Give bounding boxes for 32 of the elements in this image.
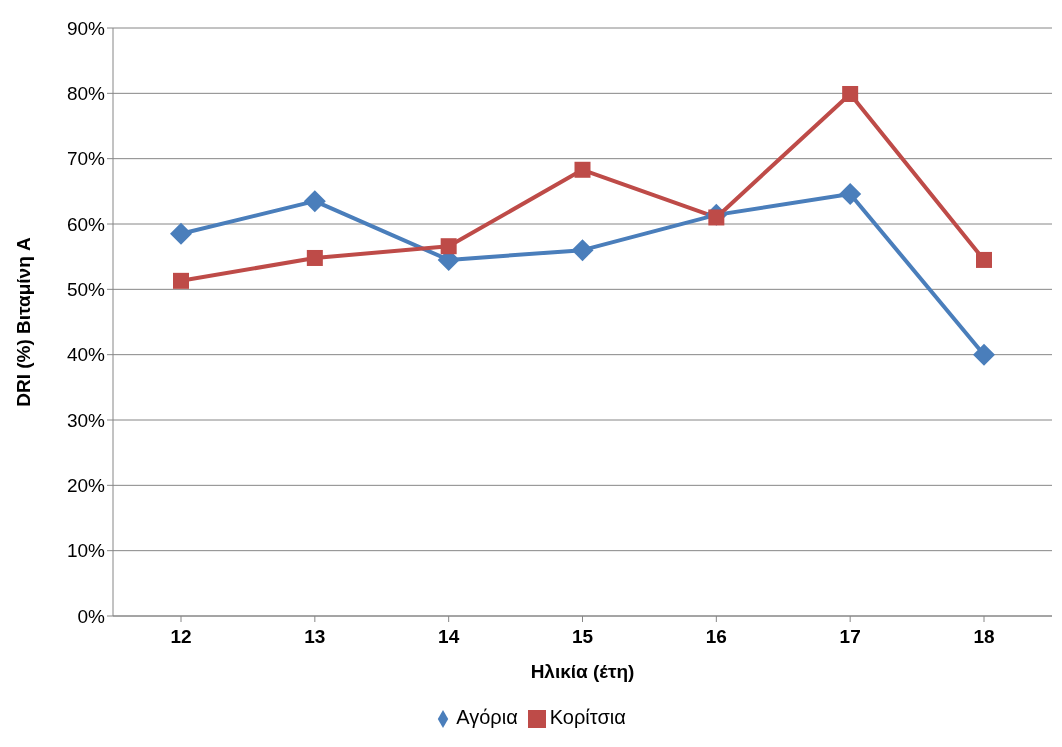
x-tick-label: 17 xyxy=(839,626,861,648)
legend-label: Αγόρια xyxy=(456,706,518,728)
point xyxy=(306,249,323,266)
point xyxy=(173,272,189,289)
x-tick-label: 13 xyxy=(304,626,326,648)
point xyxy=(973,343,995,366)
y-tick-label: 80% xyxy=(66,83,106,105)
legend-label: Κορίτσια xyxy=(549,706,626,728)
point xyxy=(170,222,192,245)
point xyxy=(440,238,457,255)
x-tick-label: 12 xyxy=(170,626,192,648)
y-tick-label: 90% xyxy=(66,17,106,39)
y-tick-label: 10% xyxy=(66,540,106,562)
x-tick-label: 16 xyxy=(705,626,727,648)
point xyxy=(574,161,591,178)
point xyxy=(571,239,594,262)
y-tick-label: 20% xyxy=(66,475,106,497)
point xyxy=(842,85,859,102)
y-axis-title: DRI (%) Βιταμίνη A xyxy=(12,236,34,407)
point xyxy=(976,251,992,268)
y-tick-label: 30% xyxy=(66,409,106,431)
x-tick-label: 18 xyxy=(973,626,995,648)
y-tick-label: 50% xyxy=(66,279,106,301)
y-tick-label: 60% xyxy=(66,213,106,235)
x-axis-title: Ηλικία (έτη) xyxy=(530,661,635,682)
y-tick-label: 40% xyxy=(66,344,106,366)
x-tick-label: 15 xyxy=(571,626,594,648)
y-tick-label: 70% xyxy=(66,148,106,170)
x-tick-label: 14 xyxy=(438,626,460,648)
point xyxy=(303,190,326,213)
y-tick-label: 0% xyxy=(77,605,106,627)
point xyxy=(839,182,862,205)
